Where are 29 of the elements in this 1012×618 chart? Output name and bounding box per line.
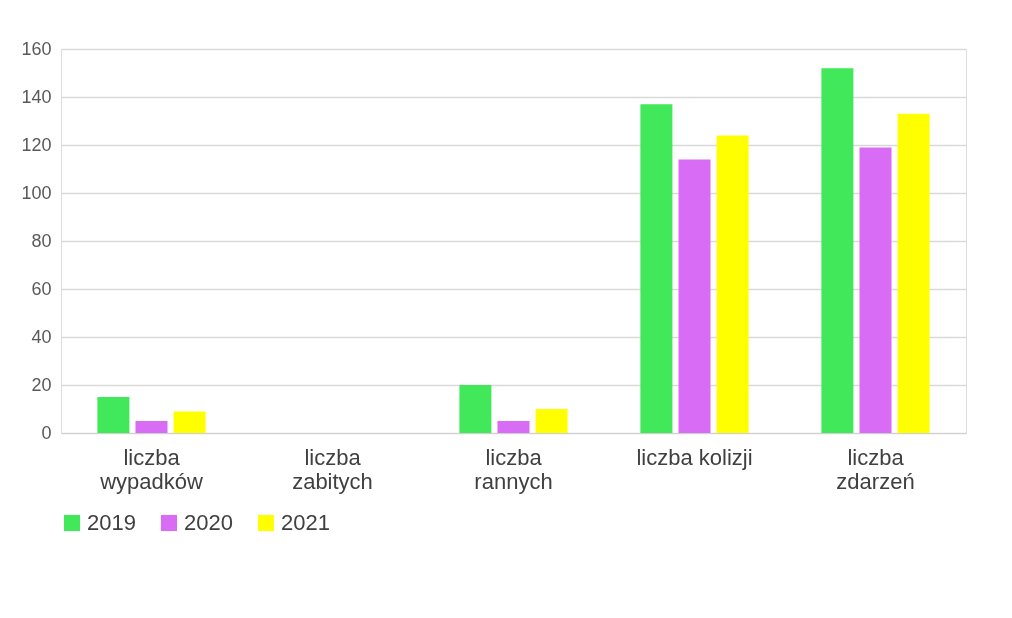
y-tick-label: 40 [31, 326, 52, 347]
x-tick-label: liczba wypadków [99, 444, 203, 494]
legend-label: 2019 [87, 510, 136, 535]
y-tick-label: 0 [41, 422, 52, 443]
legend-label: 2020 [184, 510, 233, 535]
x-tick-label: liczba kolizji [636, 444, 753, 470]
bar [897, 113, 930, 433]
bar [535, 409, 568, 433]
bar [459, 385, 492, 433]
bar [859, 147, 892, 433]
bar [640, 104, 673, 433]
y-tick-label: 160 [21, 38, 52, 59]
bar [497, 421, 530, 433]
bar [97, 397, 130, 433]
legend-label: 2021 [281, 510, 330, 535]
bar [135, 421, 168, 433]
bar [821, 68, 854, 433]
y-tick-label: 20 [31, 374, 52, 395]
bar [678, 159, 711, 433]
y-tick-label: 140 [21, 86, 52, 107]
y-tick-label: 60 [31, 278, 52, 299]
y-tick-label: 100 [21, 182, 52, 203]
bar [716, 135, 749, 433]
x-tick-label: liczba zdarzeń [836, 444, 915, 494]
y-tick-label: 80 [31, 230, 52, 251]
x-tick-label: liczba zabitych [292, 444, 373, 494]
x-tick-label: liczba rannych [474, 444, 553, 494]
bar [173, 411, 206, 433]
y-tick-label: 120 [21, 134, 52, 155]
